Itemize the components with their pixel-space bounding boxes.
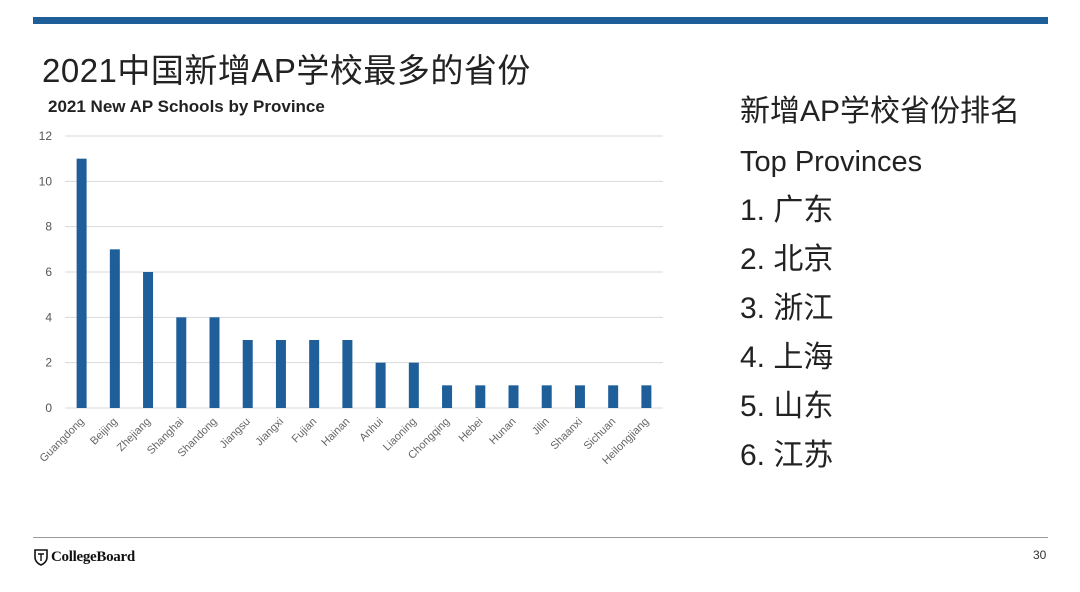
y-tick-label: 0 [45, 401, 52, 415]
y-tick-label: 2 [45, 356, 52, 370]
x-tick-label: Jiangsu [218, 416, 253, 451]
bar [143, 272, 154, 408]
bar [109, 249, 120, 408]
page-number: 30 [1033, 548, 1047, 562]
x-tick-label: Hainan [319, 416, 352, 449]
bar [608, 385, 619, 408]
bar [309, 340, 320, 408]
brand-text: CollegeBoard [51, 548, 135, 565]
collegeboard-logo: CollegeBoard [33, 548, 135, 566]
x-tick-label: Beijing [88, 416, 120, 448]
bar [541, 385, 552, 408]
bar [375, 362, 386, 408]
footer-divider [33, 537, 1048, 538]
x-tick-label: Hebei [457, 416, 486, 445]
bar [641, 385, 652, 408]
bar [275, 340, 286, 408]
ranking-item-4: 4. 上海 [740, 341, 834, 374]
bar [442, 385, 453, 408]
y-tick-label: 8 [45, 220, 52, 234]
x-tick-label: Shaanxi [548, 416, 585, 453]
slide-title: 2021中国新增AP学校最多的省份 [42, 52, 531, 89]
ranking-heading: 新增AP学校省份排名 [740, 95, 1021, 128]
bar [475, 385, 486, 408]
chart-title: 2021 New AP Schools by Province [48, 97, 325, 116]
ranking-item-6: 6. 江苏 [740, 439, 834, 472]
x-tick-label: Guangdong [38, 416, 87, 465]
y-tick-label: 12 [39, 129, 53, 143]
top-accent-bar [33, 17, 1048, 24]
ranking-item-3: 3. 浙江 [740, 292, 834, 325]
ranking-subheading: Top Provinces [740, 146, 923, 178]
ranking-item-1: 1. 广东 [740, 194, 834, 227]
x-tick-label: Fujian [290, 416, 320, 446]
x-tick-label: Jilin [530, 416, 552, 438]
bar [76, 158, 87, 408]
bar [574, 385, 585, 408]
ranking-item-5: 5. 山东 [740, 390, 834, 423]
y-tick-label: 6 [45, 265, 52, 279]
x-tick-label: Anhui [357, 416, 385, 444]
bar [408, 362, 419, 408]
bar [342, 340, 353, 408]
x-tick-label: Hunan [487, 416, 518, 447]
bar [176, 317, 187, 408]
x-tick-label: Jiangxi [253, 416, 286, 449]
bar [242, 340, 253, 408]
ranking-panel: 新增AP学校省份排名 Top Provinces 1. 广东 2. 北京 3. … [740, 92, 1060, 485]
y-tick-label: 10 [39, 174, 53, 188]
bar [209, 317, 220, 408]
ranking-item-2: 2. 北京 [740, 243, 834, 276]
bar [508, 385, 519, 408]
acorn-shield-icon [34, 549, 48, 566]
y-tick-label: 4 [45, 310, 52, 324]
